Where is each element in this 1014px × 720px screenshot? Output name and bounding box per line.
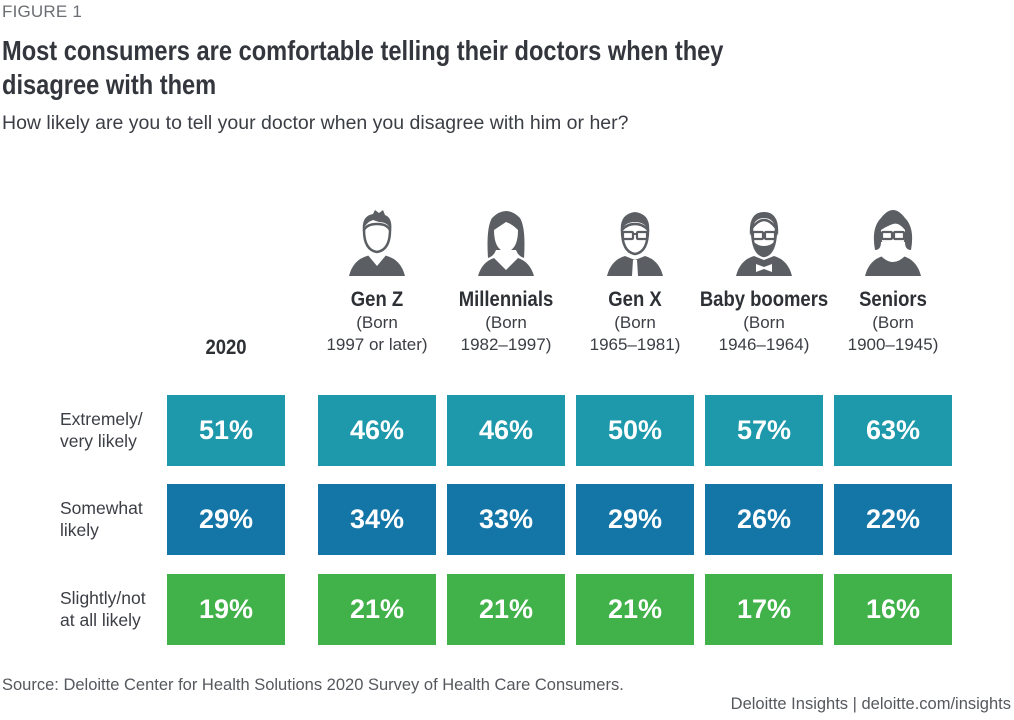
row-label-extremely: Extremely/very likely <box>60 408 165 452</box>
column-header-millennials: Millennials (Born 1982–1997) <box>431 200 581 356</box>
column-header-gen-x: Gen X (Born 1965–1981) <box>560 200 710 356</box>
column-header-seniors: Seniors (Born 1900–1945) <box>818 200 968 356</box>
column-name: Millennials <box>458 288 554 311</box>
data-cell-extremely-millennials: 46% <box>447 395 565 466</box>
young-woman-icon <box>478 211 534 276</box>
man-glasses-tie-icon <box>607 212 663 276</box>
data-cell-somewhat-baby-boomers: 26% <box>705 484 823 555</box>
data-cell-slightly-2020: 19% <box>167 574 285 645</box>
data-cell-slightly-seniors: 16% <box>834 574 952 645</box>
column-born-years: 1900–1945) <box>847 335 939 354</box>
column-header-gen-z: Gen Z (Born 1997 or later) <box>302 200 452 356</box>
chart-subtitle: How likely are you to tell your doctor w… <box>2 112 629 134</box>
column-name: Gen X <box>608 288 662 311</box>
row-label-line: Slightly/not <box>60 588 146 608</box>
data-cell-extremely-gen-x: 50% <box>576 395 694 466</box>
column-born-label: (Born <box>872 313 914 332</box>
column-born-label: (Born <box>743 313 785 332</box>
data-cell-somewhat-2020: 29% <box>167 484 285 555</box>
column-born-years: 1997 or later) <box>326 335 428 354</box>
woman-glasses-pearls-icon <box>865 210 921 276</box>
data-cell-slightly-gen-x: 21% <box>576 574 694 645</box>
data-cell-extremely-gen-z: 46% <box>318 395 436 466</box>
column-name: Seniors <box>859 288 927 311</box>
data-cell-somewhat-gen-x: 29% <box>576 484 694 555</box>
chart-title-line-1: Most consumers are comfortable telling t… <box>2 35 724 66</box>
data-cell-somewhat-seniors: 22% <box>834 484 952 555</box>
column-name: Baby boomers <box>699 288 829 311</box>
column-born-label: (Born <box>485 313 527 332</box>
chart-title: Most consumers are comfortable telling t… <box>2 34 724 102</box>
young-man-icon <box>349 210 405 276</box>
column-name: Gen Z <box>350 288 404 311</box>
column-born-years: 1982–1997) <box>460 335 552 354</box>
figure-label: FIGURE 1 <box>2 2 83 21</box>
row-label-slightly: Slightly/not at all likely <box>60 587 165 631</box>
row-label-line: at all likely <box>60 610 141 630</box>
data-cell-slightly-millennials: 21% <box>447 574 565 645</box>
source-note: Source: Deloitte Center for Health Solut… <box>2 676 624 694</box>
row-label-somewhat: Somewhat likely <box>60 497 165 541</box>
data-cell-extremely-2020: 51% <box>167 395 285 466</box>
column-born-years: 1965–1981) <box>589 335 681 354</box>
data-cell-somewhat-gen-z: 34% <box>318 484 436 555</box>
data-cell-slightly-gen-z: 21% <box>318 574 436 645</box>
column-header-baby-boomers: Baby boomers (Born 1946–1964) <box>689 200 839 356</box>
chart-title-line-2: disagree with them <box>2 69 217 100</box>
data-cell-slightly-baby-boomers: 17% <box>705 574 823 645</box>
column-born-years: 1946–1964) <box>718 335 810 354</box>
credit-line: Deloitte Insights | deloitte.com/insight… <box>730 695 1011 713</box>
data-cell-extremely-seniors: 63% <box>834 395 952 466</box>
column-born-label: (Born <box>614 313 656 332</box>
row-label-line: Extremely/ <box>60 409 143 429</box>
row-label-line: very likely <box>60 431 137 451</box>
column-born-label: (Born <box>356 313 398 332</box>
data-cell-somewhat-millennials: 33% <box>447 484 565 555</box>
row-label-line: Somewhat <box>60 498 143 518</box>
row-label-line: likely <box>60 520 99 540</box>
data-cell-extremely-baby-boomers: 57% <box>705 395 823 466</box>
column-header-2020: 2020 <box>205 336 247 359</box>
man-beard-bowtie-icon <box>736 212 792 276</box>
